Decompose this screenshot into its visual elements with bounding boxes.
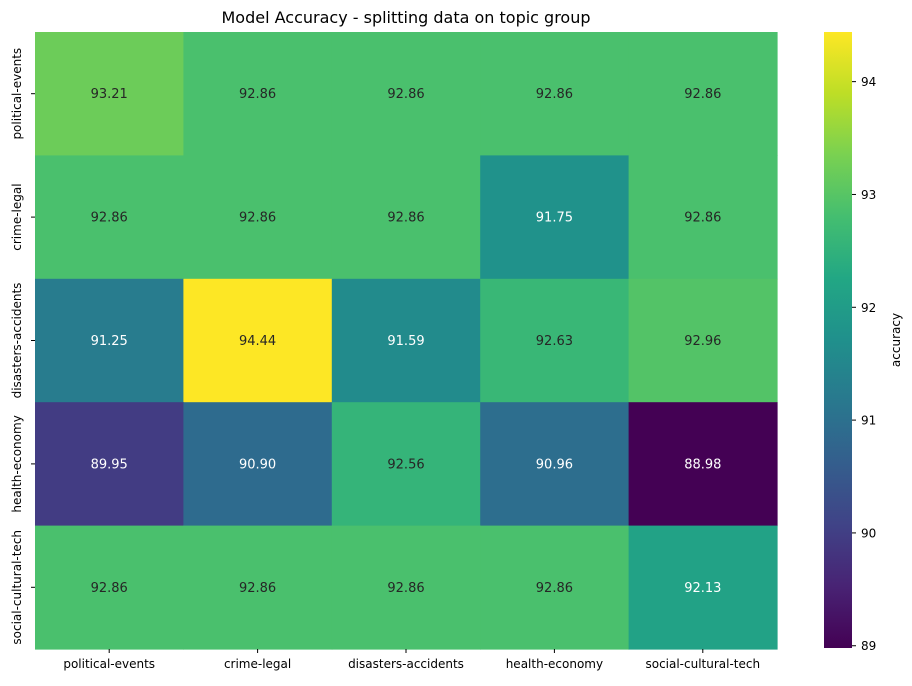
y-tick-label: health-economy xyxy=(10,415,24,512)
x-axis-ticks: political-events crime-legal disasters-acc… xyxy=(63,649,760,671)
cell-value-label: 91.59 xyxy=(387,334,424,349)
x-tick-label: political-events xyxy=(63,657,155,671)
heatmap-cell xyxy=(628,402,778,527)
y-axis-ticks: political-events crime-legal disasters-acc… xyxy=(10,48,35,645)
heatmap-cell xyxy=(183,155,333,280)
cell-value-label: 92.13 xyxy=(684,581,721,596)
heatmap-cell xyxy=(183,402,333,527)
colorbar-tick-label: 91 xyxy=(861,414,876,428)
heatmap-cell xyxy=(35,278,184,403)
cell-value-label: 90.90 xyxy=(239,457,276,472)
heatmap-cell xyxy=(480,155,630,280)
heatmap-cell xyxy=(35,155,184,280)
colorbar-gradient xyxy=(824,32,852,648)
heatmap-cell xyxy=(628,525,778,650)
heatmap-cell xyxy=(331,155,481,280)
heatmap-cell xyxy=(480,32,630,156)
cell-value-label: 91.25 xyxy=(91,334,128,349)
colorbar: 89 90 91 92 93 94 xyxy=(824,32,876,653)
y-tick-label: social-cultural-tech xyxy=(10,530,24,645)
cell-value-label: 92.86 xyxy=(91,581,128,596)
colorbar-tick-label: 93 xyxy=(861,188,876,202)
heatmap-cell-labels: 93.21 92.86 92.86 92.86 92.86 92.86 92.86 92.86… xyxy=(91,87,722,596)
heatmap-cell xyxy=(628,278,778,403)
cell-value-label: 92.86 xyxy=(536,87,573,102)
cell-value-label: 92.96 xyxy=(684,334,721,349)
cell-value-label: 92.86 xyxy=(387,581,424,596)
cell-value-label: 91.75 xyxy=(536,211,573,226)
heatmap-cell xyxy=(480,402,630,527)
x-tick-label: crime-legal xyxy=(224,657,291,671)
cell-value-label: 92.86 xyxy=(91,211,128,226)
heatmap-cell xyxy=(35,402,184,527)
heatmap-cell xyxy=(628,32,778,156)
x-tick-label: disasters-accidents xyxy=(348,657,464,671)
cell-value-label: 90.96 xyxy=(536,457,573,472)
colorbar-tick-label: 94 xyxy=(861,75,876,89)
heatmap-cell xyxy=(183,525,333,650)
colorbar-tick-label: 92 xyxy=(861,301,876,315)
cell-value-label: 92.63 xyxy=(536,334,573,349)
heatmap-cell xyxy=(331,278,481,403)
y-tick-label: disasters-accidents xyxy=(10,283,24,399)
heatmap-cell xyxy=(183,32,333,156)
heatmap-cell xyxy=(480,278,630,403)
cell-value-label: 92.86 xyxy=(387,211,424,226)
chart-title: Model Accuracy - splitting data on topic… xyxy=(221,8,590,27)
cell-value-label: 89.95 xyxy=(91,457,128,472)
heatmap-cell xyxy=(628,155,778,280)
cell-value-label: 92.86 xyxy=(239,581,276,596)
heatmap-cell xyxy=(35,525,184,650)
cell-value-label: 88.98 xyxy=(684,457,721,472)
cell-value-label: 92.86 xyxy=(239,211,276,226)
colorbar-tick-label: 89 xyxy=(861,639,876,653)
heatmap-cell xyxy=(183,278,333,403)
heatmap-cells xyxy=(35,32,778,650)
cell-value-label: 92.56 xyxy=(387,457,424,472)
heatmap-cell xyxy=(331,402,481,527)
cell-value-label: 94.44 xyxy=(239,334,276,349)
colorbar-label: accuracy xyxy=(889,313,903,367)
heatmap-cell xyxy=(331,32,481,156)
colorbar-tick-label: 90 xyxy=(861,526,876,540)
cell-value-label: 92.86 xyxy=(387,87,424,102)
x-tick-label: health-economy xyxy=(506,657,603,671)
y-tick-label: political-events xyxy=(10,48,24,140)
cell-value-label: 92.86 xyxy=(684,87,721,102)
cell-value-label: 92.86 xyxy=(536,581,573,596)
cell-value-label: 92.86 xyxy=(239,87,276,102)
heatmap-cell xyxy=(331,525,481,650)
cell-value-label: 93.21 xyxy=(91,87,128,102)
cell-value-label: 92.86 xyxy=(684,211,721,226)
x-tick-label: social-cultural-tech xyxy=(645,657,760,671)
heatmap-cell xyxy=(480,525,630,650)
y-tick-label: crime-legal xyxy=(10,183,24,250)
heatmap-cell xyxy=(35,32,184,156)
